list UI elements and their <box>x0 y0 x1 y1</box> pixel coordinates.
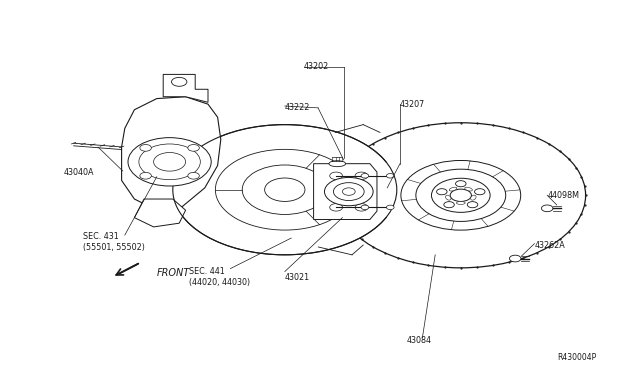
Circle shape <box>509 255 521 262</box>
Circle shape <box>188 145 199 151</box>
Ellipse shape <box>416 169 506 221</box>
Polygon shape <box>134 199 186 227</box>
Circle shape <box>355 203 368 211</box>
Circle shape <box>467 202 478 208</box>
Ellipse shape <box>450 189 472 202</box>
Circle shape <box>355 172 368 180</box>
Ellipse shape <box>215 149 355 230</box>
Ellipse shape <box>445 195 451 200</box>
Text: 43207: 43207 <box>400 100 425 109</box>
Ellipse shape <box>333 183 364 201</box>
Ellipse shape <box>154 153 186 171</box>
Text: (44020, 44030): (44020, 44030) <box>189 278 250 287</box>
Circle shape <box>387 174 394 178</box>
Circle shape <box>436 189 447 195</box>
Circle shape <box>172 77 187 86</box>
Ellipse shape <box>329 161 346 167</box>
Ellipse shape <box>265 178 305 201</box>
Ellipse shape <box>243 165 328 214</box>
Polygon shape <box>122 97 221 210</box>
Circle shape <box>330 203 342 211</box>
Ellipse shape <box>139 144 200 180</box>
Ellipse shape <box>465 187 472 191</box>
Circle shape <box>188 172 199 179</box>
Ellipse shape <box>324 177 373 206</box>
Text: (55501, 55502): (55501, 55502) <box>83 243 145 252</box>
Circle shape <box>361 174 369 178</box>
Ellipse shape <box>336 123 586 268</box>
Text: 43021: 43021 <box>285 273 310 282</box>
Ellipse shape <box>336 123 586 268</box>
Text: SEC. 431: SEC. 431 <box>83 232 119 241</box>
Text: 43262A: 43262A <box>534 241 565 250</box>
Polygon shape <box>163 74 208 102</box>
Circle shape <box>361 205 369 209</box>
Polygon shape <box>314 164 377 219</box>
Text: FRONT: FRONT <box>157 269 190 278</box>
Text: 44098M: 44098M <box>547 191 579 200</box>
Ellipse shape <box>449 187 457 191</box>
Text: SEC. 441: SEC. 441 <box>189 267 225 276</box>
Circle shape <box>140 172 152 179</box>
Text: R430004P: R430004P <box>557 353 596 362</box>
Ellipse shape <box>431 178 490 212</box>
Text: 43202: 43202 <box>304 62 329 71</box>
Circle shape <box>444 202 454 208</box>
Text: 43222: 43222 <box>285 103 310 112</box>
Ellipse shape <box>470 195 476 200</box>
Circle shape <box>140 145 152 151</box>
Circle shape <box>456 181 466 187</box>
Ellipse shape <box>456 202 465 205</box>
Ellipse shape <box>342 188 355 195</box>
Circle shape <box>387 205 394 209</box>
Ellipse shape <box>128 138 211 186</box>
Circle shape <box>541 205 553 212</box>
Text: 43084: 43084 <box>406 336 431 345</box>
Ellipse shape <box>401 160 521 230</box>
Circle shape <box>330 172 342 180</box>
Circle shape <box>474 189 485 195</box>
Text: 43040A: 43040A <box>64 169 95 177</box>
Ellipse shape <box>173 125 397 255</box>
